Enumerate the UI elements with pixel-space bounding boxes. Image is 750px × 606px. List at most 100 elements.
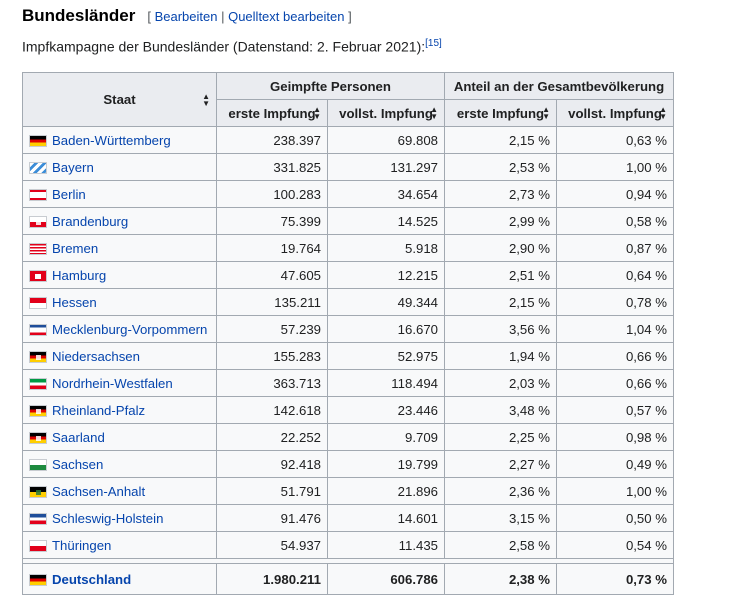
cell-first-share: 2,36 % (444, 477, 557, 505)
cell-full-share: 0,58 % (556, 207, 674, 235)
cell-first-vaccination: 100.283 (216, 180, 328, 208)
state-link[interactable]: Mecklenburg-Vorpommern (52, 321, 208, 337)
cell-first-vaccination: 142.618 (216, 396, 328, 424)
cell-first-share: 2,25 % (444, 423, 557, 451)
cell-first-share: 3,48 % (444, 396, 557, 424)
cell-full-vaccination: 52.975 (327, 342, 445, 370)
cell-full-share: 0,66 % (556, 369, 674, 397)
cell-staat: Bremen (22, 234, 217, 262)
cell-staat: Hamburg (22, 261, 217, 289)
section-heading-row: Bundesländer [ Bearbeiten | Quelltext be… (22, 6, 352, 26)
cell-full-vaccination: 118.494 (327, 369, 445, 397)
sort-icon[interactable]: ▲ ▼ (313, 105, 321, 121)
cell-full-vaccination: 14.525 (327, 207, 445, 235)
cell-full-vaccination: 34.654 (327, 180, 445, 208)
cell-full-vaccination: 131.297 (327, 153, 445, 181)
sort-icon[interactable]: ▲ ▼ (202, 91, 210, 108)
state-link[interactable]: Thüringen (52, 537, 112, 553)
cell-full-share: 1,04 % (556, 315, 674, 343)
state-link[interactable]: Schleswig-Holstein (52, 510, 164, 526)
state-link[interactable]: Bayern (52, 159, 94, 175)
cell-full-share: 0,64 % (556, 261, 674, 289)
flag-icon (29, 574, 47, 587)
edit-link[interactable]: Bearbeiten (154, 9, 218, 24)
header-staat[interactable]: Staat ▲ ▼ (22, 72, 217, 127)
cell-staat: Sachsen-Anhalt (22, 477, 217, 505)
state-link[interactable]: Saarland (52, 429, 105, 445)
caption-text: Impfkampagne der Bundesländer (Datenstan… (22, 38, 426, 55)
flag-icon (29, 216, 47, 229)
state-link[interactable]: Sachsen (52, 456, 104, 472)
cell-first-vaccination: 92.418 (216, 450, 328, 478)
cell-staat: Thüringen (22, 531, 217, 559)
header-share-full[interactable]: vollst. Impfung ▲ ▼ (556, 99, 674, 127)
flag-icon (29, 513, 47, 526)
cell-first-vaccination: 155.283 (216, 342, 328, 370)
cell-first-share: 2,38 % (444, 563, 557, 595)
sort-icon[interactable]: ▲ ▼ (659, 105, 667, 121)
cell-first-vaccination: 19.764 (216, 234, 328, 262)
table-row: Hamburg 47.605 12.215 2,51 % 0,64 % (22, 261, 674, 289)
cell-full-share: 0,54 % (556, 531, 674, 559)
table-row: Baden-Württemberg 238.397 69.808 2,15 % 0,63… (22, 126, 674, 154)
cell-staat: Mecklenburg-Vorpommern (22, 315, 217, 343)
header-persons-first[interactable]: erste Impfung ▲ ▼ (216, 99, 328, 127)
header-share-first[interactable]: erste Impfung ▲ ▼ (444, 99, 557, 127)
cell-full-vaccination: 21.896 (327, 477, 445, 505)
cell-full-vaccination: 19.799 (327, 450, 445, 478)
cell-first-vaccination: 331.825 (216, 153, 328, 181)
cell-staat: Schleswig-Holstein (22, 504, 217, 532)
cell-first-share: 2,58 % (444, 531, 557, 559)
state-link[interactable]: Niedersachsen (52, 348, 140, 364)
cell-first-vaccination: 363.713 (216, 369, 328, 397)
cell-first-vaccination: 22.252 (216, 423, 328, 451)
cell-first-vaccination: 75.399 (216, 207, 328, 235)
edit-source-link[interactable]: Quelltext bearbeiten (228, 9, 345, 24)
cell-staat: Niedersachsen (22, 342, 217, 370)
flag-icon (29, 243, 47, 256)
cell-full-vaccination: 14.601 (327, 504, 445, 532)
cell-full-share: 0,87 % (556, 234, 674, 262)
state-link[interactable]: Berlin (52, 186, 86, 202)
flag-icon (29, 351, 47, 364)
state-link[interactable]: Baden-Württemberg (52, 132, 171, 148)
header-persons-full[interactable]: vollst. Impfung ▲ ▼ (327, 99, 445, 127)
state-link[interactable]: Brandenburg (52, 213, 129, 229)
state-link[interactable]: Bremen (52, 240, 99, 256)
cell-staat: Brandenburg (22, 207, 217, 235)
cell-first-share: 2,03 % (444, 369, 557, 397)
header-label: vollst. Impfung (568, 105, 662, 121)
cell-first-vaccination: 91.476 (216, 504, 328, 532)
cell-staat: Berlin (22, 180, 217, 208)
state-link[interactable]: Hessen (52, 294, 97, 310)
edit-bracket-close: ] (344, 9, 352, 24)
header-group-persons: Geimpfte Personen (216, 72, 445, 100)
cell-first-vaccination: 54.937 (216, 531, 328, 559)
table-row: Sachsen-Anhalt 51.791 21.896 2,36 % 1,00 % (22, 477, 674, 505)
cell-first-share: 2,99 % (444, 207, 557, 235)
sort-icon[interactable]: ▲ ▼ (542, 105, 550, 121)
reference-link[interactable]: [15] (425, 38, 442, 49)
header-label: erste Impfung (456, 105, 545, 121)
flag-icon (29, 135, 47, 148)
state-link[interactable]: Hamburg (52, 267, 107, 283)
state-link[interactable]: Deutschland (52, 571, 132, 587)
flag-icon (29, 270, 47, 283)
cell-full-share: 0,73 % (556, 563, 674, 595)
cell-staat: Nordrhein-Westfalen (22, 369, 217, 397)
flag-icon (29, 297, 47, 310)
cell-full-share: 0,49 % (556, 450, 674, 478)
cell-first-vaccination: 238.397 (216, 126, 328, 154)
cell-full-vaccination: 11.435 (327, 531, 445, 559)
edit-section-links: [ Bearbeiten | Quelltext bearbeiten ] (147, 9, 351, 24)
state-link[interactable]: Sachsen-Anhalt (52, 483, 146, 499)
state-link[interactable]: Nordrhein-Westfalen (52, 375, 173, 391)
sort-icon[interactable]: ▲ ▼ (430, 105, 438, 121)
cell-full-share: 1,00 % (556, 477, 674, 505)
cell-full-vaccination: 12.215 (327, 261, 445, 289)
flag-icon (29, 486, 47, 499)
cell-full-share: 0,98 % (556, 423, 674, 451)
cell-first-share: 1,94 % (444, 342, 557, 370)
flag-icon (29, 378, 47, 391)
state-link[interactable]: Rheinland-Pfalz (52, 402, 146, 418)
